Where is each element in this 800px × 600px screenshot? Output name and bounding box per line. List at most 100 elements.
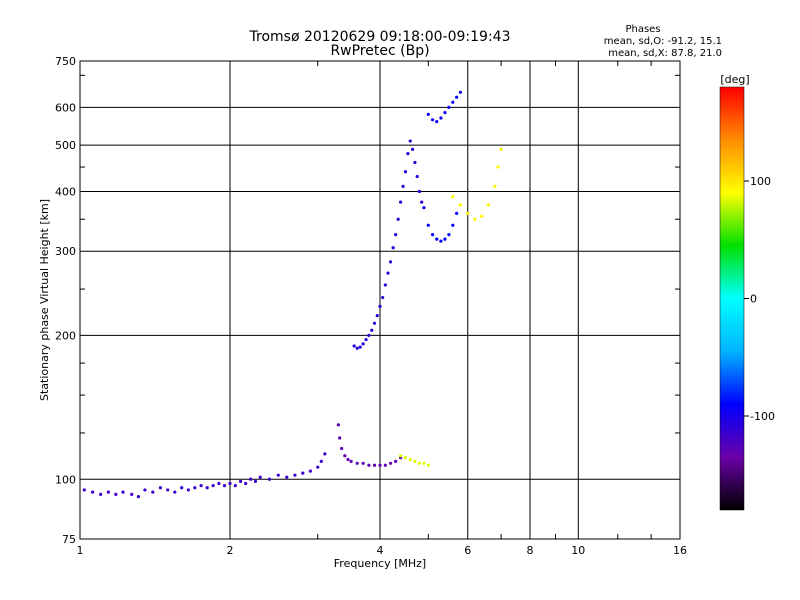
plot-grid <box>80 61 680 539</box>
data-point <box>493 184 497 188</box>
data-point <box>267 477 272 481</box>
data-point <box>391 246 395 250</box>
data-point <box>410 147 415 151</box>
data-point <box>447 232 451 237</box>
data-point <box>401 184 405 188</box>
data-point <box>408 457 412 462</box>
data-point <box>249 477 253 481</box>
x-axis-label: Frequency [MHz] <box>334 557 426 570</box>
data-point <box>211 484 215 488</box>
data-point <box>426 463 430 467</box>
data-point <box>205 486 209 490</box>
x-tick-label: 2 <box>227 544 234 557</box>
data-point <box>158 486 163 490</box>
data-point <box>422 461 426 465</box>
data-point <box>253 479 258 483</box>
data-point <box>372 321 377 325</box>
phase-stats-o: mean, sd,O: -91.2, 15.1 <box>604 36 722 47</box>
data-point <box>426 112 430 116</box>
data-point <box>399 200 403 204</box>
data-point <box>355 346 359 350</box>
data-point <box>435 120 439 124</box>
data-point <box>439 239 443 243</box>
data-point <box>130 492 134 496</box>
data-point <box>413 160 417 165</box>
y-tick-label: 600 <box>55 101 76 114</box>
data-point <box>121 490 125 494</box>
data-point <box>388 260 393 264</box>
data-point <box>406 152 410 156</box>
data-point <box>222 484 227 488</box>
data-point <box>186 488 190 492</box>
data-point <box>417 189 422 194</box>
colorbar-tick-label: -100 <box>750 410 775 423</box>
data-point <box>375 314 379 318</box>
data-point <box>308 469 313 473</box>
data-point <box>383 463 387 467</box>
plot-frame <box>79 60 681 540</box>
data-point <box>394 459 398 463</box>
data-point <box>180 486 184 490</box>
data-point <box>367 333 371 337</box>
data-point <box>82 488 86 492</box>
data-point <box>370 328 374 332</box>
data-point <box>106 490 110 494</box>
data-point <box>426 223 430 227</box>
x-tick-label: 8 <box>527 544 534 557</box>
colorbar-label: [deg] <box>720 73 749 86</box>
x-tick-label: 6 <box>464 544 471 557</box>
data-point <box>372 463 377 467</box>
data-point <box>343 454 347 458</box>
data-point <box>403 170 408 174</box>
x-tick-label: 1 <box>77 544 84 557</box>
data-point <box>349 459 353 463</box>
y-tick-label: 400 <box>55 185 76 198</box>
phase-stats-x: mean, sd,X: 87.8, 21.0 <box>608 48 722 59</box>
y-tick-label: 750 <box>55 55 76 68</box>
data-point <box>151 490 155 494</box>
data-point <box>285 475 289 479</box>
data-point <box>355 461 359 465</box>
data-point <box>455 95 459 99</box>
data-point <box>114 492 118 496</box>
y-tick-label: 500 <box>55 139 76 152</box>
data-point <box>458 203 463 207</box>
x-tick-label: 10 <box>571 544 585 557</box>
data-point <box>458 90 463 94</box>
x-tick-label: 4 <box>377 544 384 557</box>
data-point <box>340 446 344 451</box>
data-point <box>301 471 305 475</box>
colorbar <box>719 86 745 511</box>
data-point <box>443 110 447 115</box>
data-point <box>352 344 356 348</box>
data-point <box>422 206 426 210</box>
data-point <box>413 459 417 463</box>
colorbar-tick-label: 100 <box>750 175 771 188</box>
data-point <box>396 217 400 221</box>
data-point <box>166 488 170 492</box>
data-point <box>378 463 382 467</box>
data-point <box>338 436 342 440</box>
data-point <box>447 105 451 109</box>
data-point <box>486 203 490 207</box>
data-point <box>238 479 243 483</box>
data-point <box>388 461 393 465</box>
data-point <box>408 139 412 143</box>
data-point <box>430 232 435 237</box>
y-tick-label: 75 <box>62 533 76 546</box>
data-point <box>381 295 385 300</box>
data-points <box>82 90 503 499</box>
data-point <box>193 486 197 490</box>
data-point <box>143 488 147 492</box>
chart-subtitle: RwPretec (Bp) <box>330 43 429 59</box>
y-tick-label: 200 <box>55 329 76 342</box>
data-point <box>417 461 422 465</box>
data-point <box>217 481 221 486</box>
data-point <box>386 271 390 275</box>
data-point <box>323 452 327 456</box>
colorbar-tick-label: 0 <box>750 293 757 306</box>
colorbar-ticks: 100 0 -100 <box>744 175 775 423</box>
data-point <box>466 211 470 215</box>
chart-title: Tromsø 20120629 09:18:00-09:19:43 <box>249 29 511 45</box>
data-point <box>316 465 320 469</box>
